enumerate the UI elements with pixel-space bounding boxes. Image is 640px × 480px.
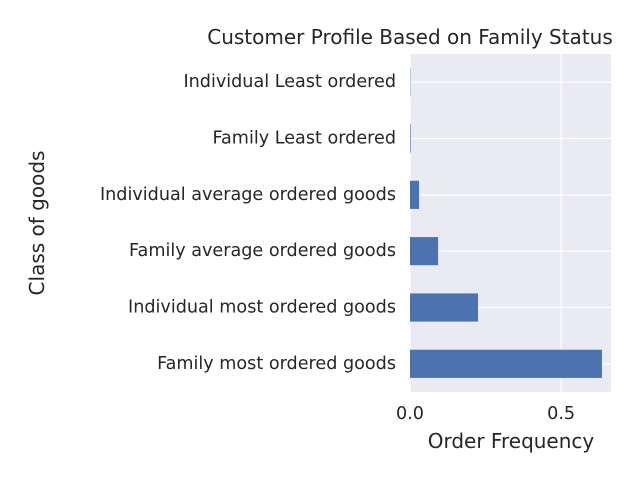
x-tick-labels: 0.0 0.5 <box>396 404 575 424</box>
chart-title: Customer Profile Based on Family Status <box>207 25 613 49</box>
plot-background <box>410 54 611 392</box>
category-labels: Family most ordered goods Individual most… <box>100 72 396 374</box>
y-axis-label: Class of goods <box>25 151 49 296</box>
bars <box>410 68 602 378</box>
bar <box>410 237 439 266</box>
category-label: Individual Least ordered <box>183 72 396 92</box>
x-tick-label: 0.5 <box>547 404 575 424</box>
bar <box>410 293 479 322</box>
category-label: Family average ordered goods <box>129 241 396 261</box>
category-label: Individual most ordered goods <box>128 298 396 318</box>
bar <box>410 180 420 209</box>
x-axis-label: Order Frequency <box>428 429 595 453</box>
category-label: Family most ordered goods <box>157 354 396 374</box>
bar <box>410 124 411 153</box>
bar <box>410 349 602 378</box>
category-label: Individual average ordered goods <box>100 185 396 205</box>
category-label: Family Least ordered <box>213 129 396 149</box>
x-tick-label: 0.0 <box>396 404 424 424</box>
